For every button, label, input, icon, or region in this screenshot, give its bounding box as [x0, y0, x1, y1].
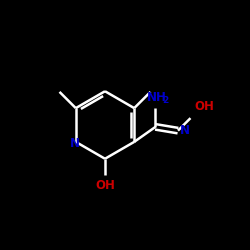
- Text: OH: OH: [95, 179, 115, 192]
- Text: 2: 2: [162, 96, 168, 105]
- Text: N: N: [180, 124, 190, 137]
- Text: OH: OH: [194, 100, 214, 113]
- Text: NH: NH: [147, 90, 167, 104]
- Text: N: N: [70, 136, 80, 149]
